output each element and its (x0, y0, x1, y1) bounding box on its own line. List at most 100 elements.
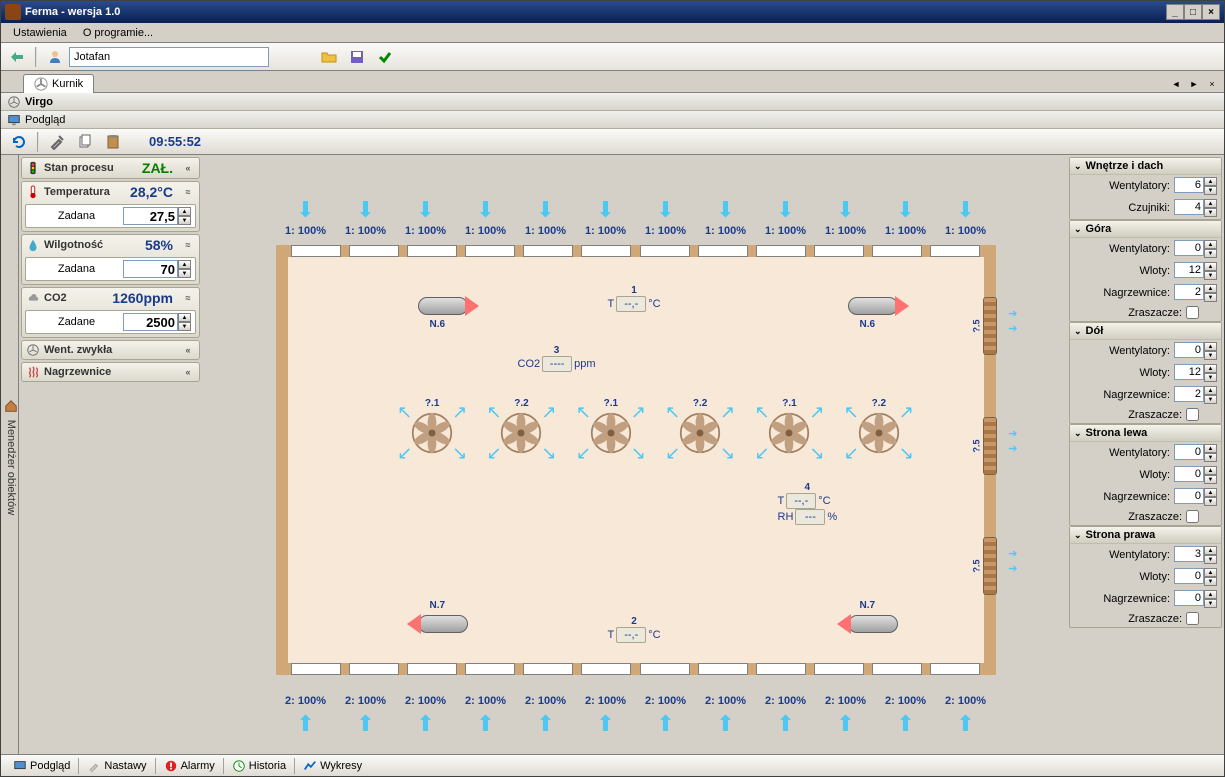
spin-down[interactable]: ▼ (178, 269, 191, 278)
ceiling-fan[interactable]: ?.2↖↗↙↘ (679, 412, 721, 454)
tab-next[interactable]: ► (1186, 76, 1202, 92)
spin-up[interactable]: ▲ (178, 207, 191, 216)
username-input[interactable] (69, 47, 269, 67)
subbar-virgo: Virgo (1, 93, 1224, 111)
expand-icon[interactable]: ≈ (181, 238, 195, 252)
save-button[interactable] (345, 45, 369, 69)
expand-icon[interactable]: « (181, 343, 195, 357)
maximize-button[interactable]: □ (1184, 4, 1202, 20)
floor-plan: N.6 N.6 N.7 N.7 ?.1↖↗↙↘?.2↖↗↙↘?.1↖↗↙↘?.2… (276, 245, 996, 675)
panel-temp: Temperatura 28,2°C ≈ Zadana ▲▼ (21, 181, 200, 232)
close-button[interactable]: × (1202, 4, 1220, 20)
panel-process: Stan procesu ZAŁ. « (21, 157, 200, 179)
spin-down[interactable]: ▼ (178, 216, 191, 225)
monitor-icon (13, 759, 27, 773)
tab-podglad[interactable]: Podgląd (7, 757, 76, 775)
ceiling-fan[interactable]: ?.2↖↗↙↘ (858, 412, 900, 454)
expand-icon[interactable]: « (181, 161, 195, 175)
user-icon[interactable] (43, 45, 67, 69)
check-button[interactable] (373, 45, 397, 69)
fan-icon (7, 95, 21, 109)
folder-button[interactable] (317, 45, 341, 69)
heater-n7-left[interactable] (418, 615, 468, 633)
tab-kurnik[interactable]: Kurnik (23, 74, 94, 93)
left-panel: Stan procesu ZAŁ. « Temperatura 28,2°C ≈… (19, 155, 202, 754)
window-buttons: _ □ × (1166, 4, 1220, 20)
spin-down[interactable]: ▼ (178, 322, 191, 331)
thermometer-icon (26, 185, 40, 199)
tab-close[interactable]: × (1204, 76, 1220, 92)
titlebar: Ferma - wersja 1.0 _ □ × (1, 1, 1224, 23)
menu-settings[interactable]: Ustawienia (5, 25, 75, 41)
app-icon (5, 4, 21, 20)
coil-3[interactable]: ?.5 (983, 537, 997, 595)
expand-icon[interactable]: « (181, 365, 195, 379)
bot-arrows: ⬆⬆⬆⬆⬆⬆⬆⬆⬆⬆⬆⬆ (276, 713, 996, 735)
heater-n7-right[interactable] (848, 615, 898, 633)
panel-co2: CO2 1260ppm ≈ Zadane ▲▼ (21, 287, 200, 338)
clock: 09:55:52 (149, 134, 201, 149)
coil-1[interactable]: ?.5 (983, 297, 997, 355)
main-toolbar (1, 43, 1224, 71)
clock-icon (232, 759, 246, 773)
heater-n6-left[interactable] (418, 297, 468, 315)
co2-setpoint[interactable] (123, 313, 178, 331)
main-content: Menedżer obiektów Stan procesu ZAŁ. « Te… (1, 155, 1224, 754)
monitor-icon (7, 113, 21, 127)
tools-icon (87, 759, 101, 773)
ceiling-fan[interactable]: ?.2↖↗↙↘ (500, 412, 542, 454)
heater-n6-right[interactable] (848, 297, 898, 315)
tools-button[interactable] (45, 130, 69, 154)
fan-icon (34, 77, 48, 91)
main-window: Ferma - wersja 1.0 _ □ × Ustawienia O pr… (0, 0, 1225, 777)
spin-up[interactable]: ▲ (178, 313, 191, 322)
connect-button[interactable] (5, 45, 29, 69)
menu-about[interactable]: O programie... (75, 25, 161, 41)
alert-icon (164, 759, 178, 773)
statusbar: Podgląd Nastawy Alarmy Historia Wykresy (1, 754, 1224, 776)
ceiling-fan[interactable]: ?.1↖↗↙↘ (411, 412, 453, 454)
right-panel: ⌄Wnętrze i dachWentylatory:▲▼Czujniki:▲▼… (1069, 155, 1224, 754)
left-rail[interactable]: Menedżer obiektów (1, 155, 19, 754)
refresh-button[interactable] (7, 130, 31, 154)
hum-setpoint[interactable] (123, 260, 178, 278)
panel-heat[interactable]: Nagrzewnice « (21, 362, 200, 382)
tab-wykresy[interactable]: Wykresy (297, 757, 368, 775)
ceiling-fan[interactable]: ?.1↖↗↙↘ (768, 412, 810, 454)
coil-2[interactable]: ?.5 (983, 417, 997, 475)
hum-value: 58% (145, 237, 173, 253)
tab-nastawy[interactable]: Nastawy (81, 757, 152, 775)
panel-vent[interactable]: Went. zwykła « (21, 340, 200, 360)
minimize-button[interactable]: _ (1166, 4, 1184, 20)
top-inlet-labels: 1: 100%1: 100%1: 100%1: 100%1: 100%1: 10… (276, 225, 996, 237)
temp-setpoint[interactable] (123, 207, 178, 225)
bot-inlets (288, 663, 984, 675)
tab-prev[interactable]: ◄ (1168, 76, 1184, 92)
sensor-1: 1 T--,-°C (608, 285, 661, 312)
tab-label: Kurnik (52, 78, 83, 90)
sensor-4: 4 T--,-°C RH---% (778, 482, 838, 525)
diagram-area: ⬇⬇⬇⬇⬇⬇⬇⬇⬇⬇⬇⬇ 1: 100%1: 100%1: 100%1: 100… (202, 155, 1069, 754)
view-toolbar: 09:55:52 (1, 129, 1224, 155)
tab-nav: ◄ ► × (1168, 76, 1220, 92)
heater-icon (26, 365, 40, 379)
cloud-icon (26, 291, 40, 305)
subbar-podglad: Podgląd (1, 111, 1224, 129)
tab-alarmy[interactable]: Alarmy (158, 757, 221, 775)
co2-value: 1260ppm (112, 290, 173, 306)
tab-historia[interactable]: Historia (226, 757, 292, 775)
home-icon (4, 399, 18, 413)
paste-button[interactable] (101, 130, 125, 154)
expand-icon[interactable]: ≈ (181, 291, 195, 305)
expand-icon[interactable]: ≈ (181, 185, 195, 199)
fan-icon (26, 343, 40, 357)
top-inlets (288, 245, 984, 257)
copy-button[interactable] (73, 130, 97, 154)
ceiling-fan[interactable]: ?.1↖↗↙↘ (590, 412, 632, 454)
menubar: Ustawienia O programie... (1, 23, 1224, 43)
bot-inlet-labels: 2: 100%2: 100%2: 100%2: 100%2: 100%2: 10… (276, 695, 996, 707)
droplet-icon (26, 238, 40, 252)
spin-up[interactable]: ▲ (178, 260, 191, 269)
tab-row: Kurnik ◄ ► × (1, 71, 1224, 93)
panel-humidity: Wilgotność 58% ≈ Zadana ▲▼ (21, 234, 200, 285)
